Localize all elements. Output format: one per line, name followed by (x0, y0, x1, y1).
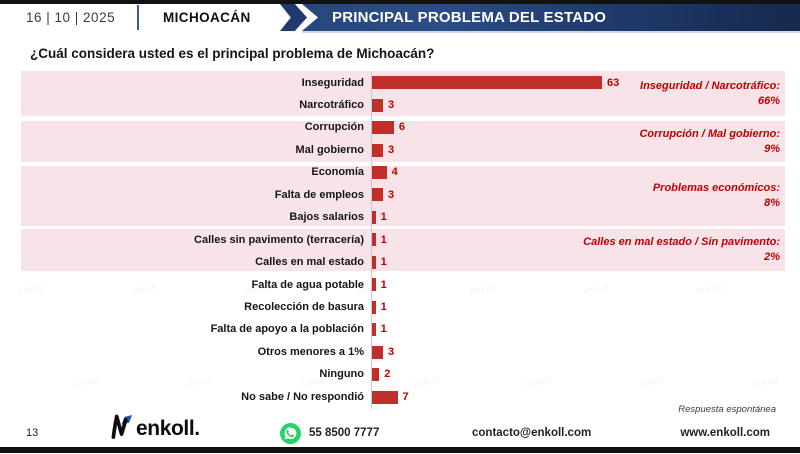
watermark: enkoll (751, 374, 779, 390)
website-url: www.enkoll.com (680, 427, 770, 439)
bar (372, 345, 383, 359)
banner-underline (302, 31, 800, 33)
banner: PRINCIPAL PROBLEMA DEL ESTADO (302, 4, 800, 31)
category-label: Bajos salarios (289, 211, 364, 224)
value-label: 3 (387, 143, 395, 156)
bar (372, 143, 383, 157)
footnote: Respuesta espontánea (678, 404, 776, 415)
watermark: enkoll (638, 374, 666, 390)
bar (372, 255, 376, 269)
group-annotation-pct: 2% (764, 251, 780, 263)
group-annotation: Problemas económicos: 8% (500, 181, 780, 211)
question-title: ¿Cuál considera usted es el principal pr… (30, 46, 435, 61)
group-annotation-label: Calles en mal estado / Sin pavimento: (583, 236, 780, 248)
category-label: Inseguridad (301, 76, 364, 89)
value-label: 1 (380, 301, 387, 313)
bar (372, 278, 376, 292)
page-number: 13 (26, 427, 39, 439)
category-label: Calles en mal estado (255, 256, 364, 269)
watermark: enkoll (582, 281, 610, 297)
category-label: Calles sin pavimento (terracería) (194, 233, 364, 246)
value-label: 1 (380, 323, 387, 336)
group-annotation-label: Corrupción / Mal gobierno: (639, 127, 780, 140)
enkoll-logo: enkoll. (110, 413, 200, 445)
bar (372, 188, 383, 202)
axis-line (371, 71, 372, 409)
group-annotation-pct: 9% (764, 142, 780, 155)
group-band (21, 166, 785, 226)
enkoll-logo-text: enkoll. (136, 417, 200, 440)
category-label: Falta de empleos (274, 188, 364, 201)
bar (372, 233, 376, 247)
category-label: No sabe / No respondió (241, 390, 364, 403)
group-annotation-label: Problemas económicos: (652, 182, 780, 194)
bar (372, 390, 398, 404)
category-label: Economía (311, 166, 364, 179)
group-band (21, 121, 785, 162)
bar (372, 166, 387, 180)
phone-number: 55 8500 7777 (309, 427, 380, 439)
header-date: 16 | 10 | 2025 (26, 10, 116, 25)
value-label: 1 (380, 278, 387, 291)
bottom-black-bar (0, 447, 800, 453)
group-annotation-pct: 8% (764, 197, 780, 209)
value-label: 3 (387, 345, 395, 358)
group-annotation: Calles en mal estado / Sin pavimento: 2% (500, 235, 780, 265)
enkoll-logo-icon (110, 413, 135, 445)
group-annotation: Corrupción / Mal gobierno: 9% (500, 127, 780, 157)
bar (372, 121, 394, 135)
value-label: 1 (380, 233, 387, 246)
category-label: Falta de agua potable (251, 278, 364, 291)
value-label: 2 (384, 368, 391, 381)
group-annotation-pct: 66% (757, 94, 780, 107)
banner-title: PRINCIPAL PROBLEMA DEL ESTADO (332, 9, 607, 26)
value-label: 7 (402, 390, 409, 403)
watermark: enkoll (695, 281, 723, 297)
value-label: 1 (380, 256, 387, 269)
value-label: 6 (398, 121, 406, 134)
category-label: Recolección de basura (244, 301, 364, 313)
category-label: Narcotráfico (299, 98, 364, 111)
category-label: Otros menores a 1% (257, 345, 364, 358)
watermark: enkoll (412, 374, 440, 390)
bar (372, 98, 383, 112)
top-black-bar (0, 0, 800, 4)
bar (372, 368, 380, 382)
value-label: 4 (391, 166, 398, 179)
watermark: enkoll (469, 281, 497, 297)
bar (372, 323, 376, 337)
group-annotation-label: Inseguridad / Narcotráfico: (640, 79, 780, 92)
group-band (21, 229, 785, 271)
category-label: Ninguno (319, 368, 364, 381)
header-region: MICHOACÁN (163, 10, 251, 25)
bar (372, 76, 602, 90)
header-divider (137, 5, 139, 30)
category-label: Corrupción (304, 121, 364, 134)
bar (372, 210, 376, 224)
value-label: 1 (380, 211, 387, 224)
value-label: 63 (607, 76, 620, 89)
watermark: enkoll (525, 374, 553, 390)
value-label: 3 (387, 188, 395, 201)
bar (372, 300, 376, 314)
group-annotation: Inseguridad / Narcotráfico: 66% (500, 79, 780, 109)
category-label: Mal gobierno (295, 143, 364, 156)
contact-email: contacto@enkoll.com (472, 427, 592, 439)
category-label: Falta de apoyo a la población (210, 323, 364, 336)
whatsapp-icon (280, 423, 301, 444)
value-label: 3 (387, 98, 395, 111)
